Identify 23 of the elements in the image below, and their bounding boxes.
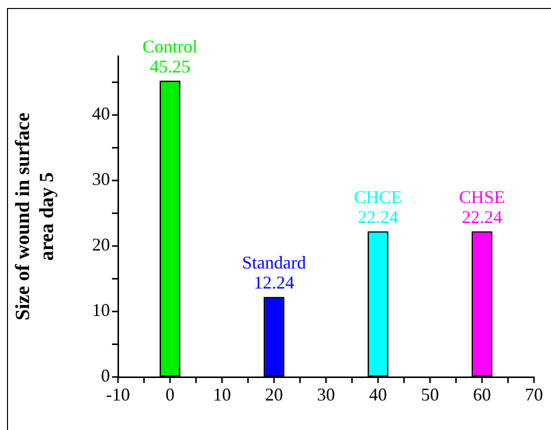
x-tick-label: 30 — [317, 384, 335, 405]
x-tick-label: 10 — [213, 384, 231, 405]
y-tick-label: 40 — [92, 104, 110, 124]
x-tick-label: -10 — [106, 384, 130, 405]
series-label: Control — [142, 36, 198, 56]
y-axis-title: Size of wound in surface area day 5 — [12, 112, 58, 320]
data-label: 22.24 — [462, 207, 502, 228]
y-tick-label: 20 — [92, 234, 110, 255]
y-tick-label: 10 — [92, 300, 110, 320]
series-label: CHSE — [458, 187, 506, 208]
series-label: CHCE — [354, 187, 402, 208]
x-tick-label: 60 — [473, 384, 491, 405]
x-tick-label: 20 — [265, 384, 283, 405]
x-tick-label: 70 — [525, 384, 543, 405]
y-tick-label: 30 — [92, 169, 110, 190]
y-tick-label: 0 — [101, 366, 110, 386]
data-label: 12.24 — [254, 272, 294, 293]
x-tick-label: 50 — [421, 384, 439, 405]
x-tick-label: 0 — [166, 384, 174, 405]
data-label: 45.25 — [150, 56, 190, 76]
x-tick-label: 40 — [369, 384, 387, 405]
series-label: Standard — [242, 252, 306, 273]
data-label: 22.24 — [358, 207, 398, 228]
